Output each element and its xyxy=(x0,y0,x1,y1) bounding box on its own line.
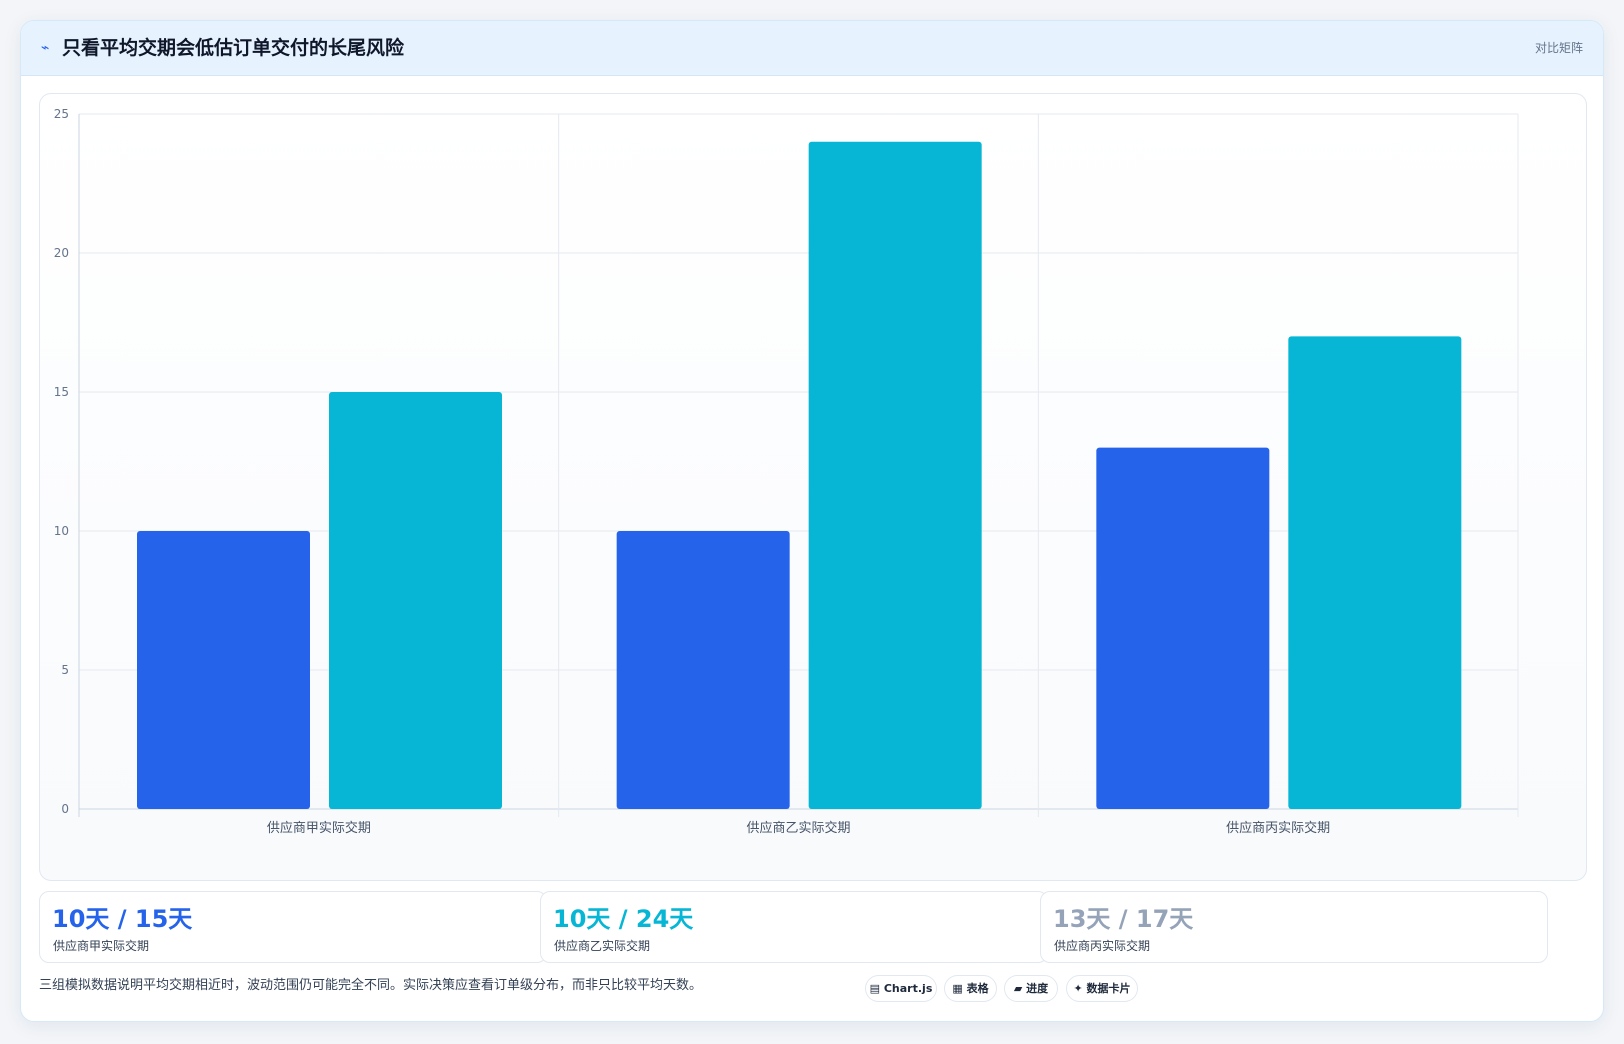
stat-label: 供应商丙实际交期 xyxy=(1054,939,1151,953)
chart-icon: ▤ xyxy=(869,982,881,995)
stat-label: 供应商甲实际交期 xyxy=(53,939,150,953)
x-tick-label: 供应商乙实际交期 xyxy=(746,820,850,836)
x-tick-label: 供应商甲实际交期 xyxy=(267,820,371,836)
data-card-pill[interactable]: ✦ 数据卡片 xyxy=(1066,975,1138,1002)
stat-value: 10天 / 15天 xyxy=(52,905,193,933)
stat-label: 供应商乙实际交期 xyxy=(554,939,651,953)
progress-pill[interactable]: ▰ 进度 xyxy=(1004,975,1058,1002)
stat-value: 10天 / 24天 xyxy=(553,905,694,933)
trend-icon: ⌁ xyxy=(41,40,50,56)
pill-label: 表格 xyxy=(966,982,989,995)
card-icon: ✦ xyxy=(1073,982,1083,995)
table-pill[interactable]: ▦ 表格 xyxy=(944,975,997,1002)
y-tick-label: 10 xyxy=(54,524,69,538)
bar-series-2-3[interactable] xyxy=(1288,336,1462,809)
y-tick-label: 20 xyxy=(54,246,69,260)
pill-label: 数据卡片 xyxy=(1086,982,1131,995)
progress-icon: ▰ xyxy=(1013,982,1023,995)
x-tick-label: 供应商丙实际交期 xyxy=(1226,820,1330,836)
card-title: 只看平均交期会低估订单交付的长尾风险 xyxy=(62,37,405,59)
bar-series-1-2[interactable] xyxy=(616,531,790,809)
chart-panel: 0 5 10 15 20 25 供应商甲实际交期 供应商乙实际交期 供应商丙实际交期 xyxy=(39,93,1587,881)
bar-chart: 0 5 10 15 20 25 供应商甲实际交期 供应商乙实际交期 供应商丙实际交期 xyxy=(54,107,1519,836)
bar-series-1-1[interactable] xyxy=(137,531,310,809)
y-tick-label: 25 xyxy=(54,107,69,121)
bar-series-2-2[interactable] xyxy=(808,141,982,810)
chartjs-pill[interactable]: ▤ Chart.js xyxy=(865,975,937,1002)
comparison-tag: 对比矩阵 xyxy=(1534,41,1583,55)
stat-value: 13天 / 17天 xyxy=(1053,905,1194,933)
stat-card-a: 10天 / 15天 供应商甲实际交期 xyxy=(39,891,547,963)
pill-label: Chart.js xyxy=(883,982,933,995)
pill-label: 进度 xyxy=(1026,982,1049,995)
chart-card: ⌁ 只看平均交期会低估订单交付的长尾风险 对比矩阵 0 5 10 15 20 25 供应商甲… xyxy=(20,20,1604,1022)
footer-note: 三组模拟数据说明平均交期相近时，波动范围仍可能完全不同。实际决策应查看订单级分布… xyxy=(39,978,703,993)
bar-series-1-3[interactable] xyxy=(1096,447,1270,809)
stat-card-b: 10天 / 24天 供应商乙实际交期 xyxy=(540,891,1048,963)
stat-card-c: 13天 / 17天 供应商丙实际交期 xyxy=(1040,891,1548,963)
table-icon: ▦ xyxy=(952,982,963,995)
y-tick-label: 15 xyxy=(54,385,69,399)
bar-series-2-1[interactable] xyxy=(329,392,502,809)
y-tick-label: 5 xyxy=(61,663,69,677)
card-header: ⌁ 只看平均交期会低估订单交付的长尾风险 对比矩阵 xyxy=(21,21,1603,76)
y-tick-label: 0 xyxy=(61,802,69,816)
